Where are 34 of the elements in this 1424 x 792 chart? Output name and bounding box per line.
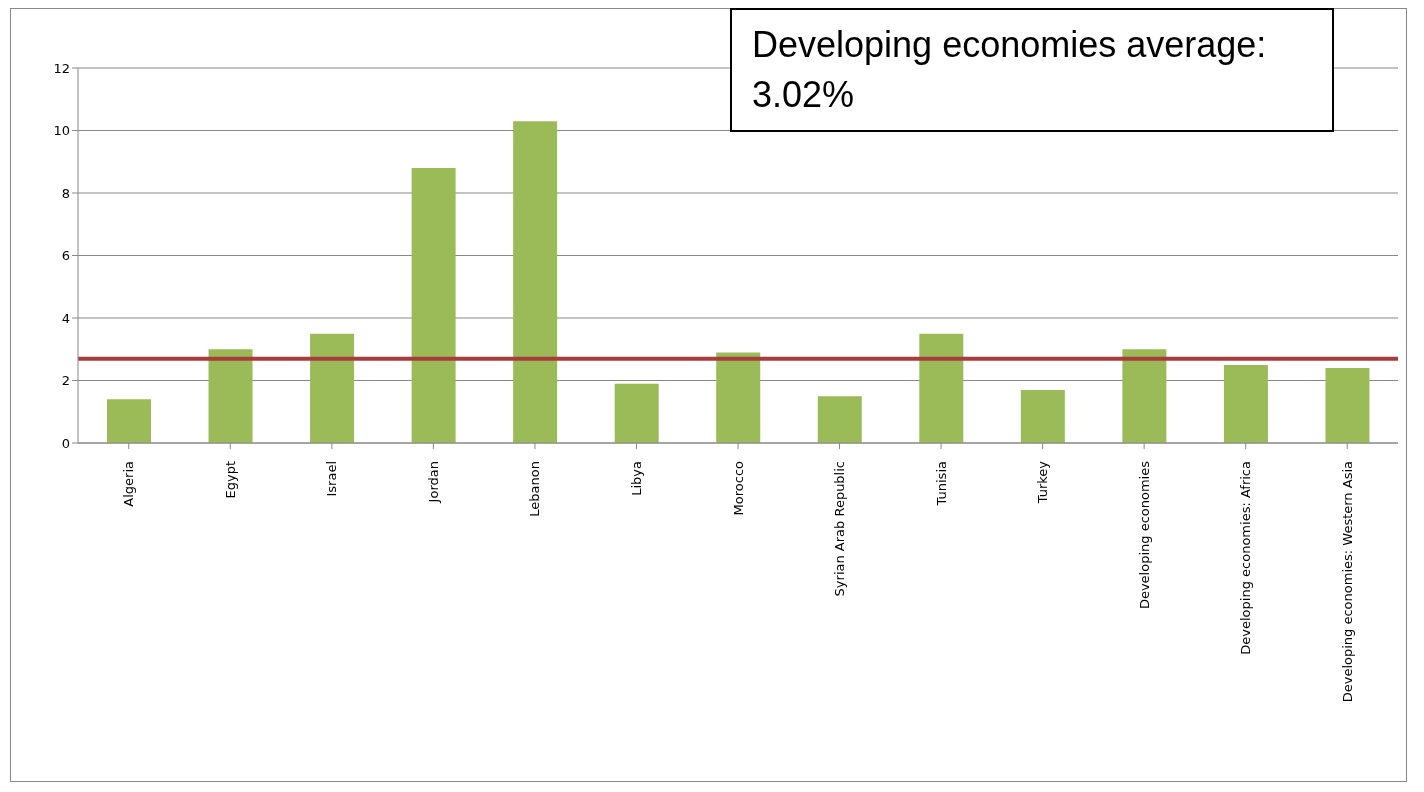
annotation: Developing economies average: 3.02% (730, 8, 1334, 132)
bar (208, 349, 253, 443)
y-tick-label: 10 (53, 123, 70, 139)
bar (716, 352, 761, 443)
bar (817, 396, 862, 443)
y-tick-label: 2 (61, 373, 70, 389)
y-tick-label: 0 (61, 435, 70, 451)
x-tick-label: Developing economies: Africa (1238, 461, 1254, 655)
bar (919, 333, 964, 443)
x-tick-label: Morocco (730, 460, 746, 516)
bar (1325, 368, 1370, 443)
x-tick-label: Algeria (121, 461, 137, 507)
bar (107, 399, 151, 443)
y-tick-label: 4 (61, 310, 70, 326)
x-tick-label: Turkey (1035, 460, 1051, 505)
x-tick-label: Tunisia (933, 461, 949, 507)
x-tick-label: Egypt (222, 461, 238, 499)
bar (411, 168, 456, 443)
bar (513, 121, 558, 443)
x-tick-label: Syrian Arab Republic (832, 461, 848, 597)
y-tick-label: 6 (61, 248, 70, 264)
x-tick-label: Lebanon (527, 461, 543, 517)
x-tick-label: Developing economies (1136, 460, 1152, 610)
bar (1223, 364, 1268, 443)
x-tick-label: Jordan (425, 461, 441, 504)
bar (1122, 349, 1167, 443)
bar (310, 333, 355, 443)
y-tick-label: 8 (61, 185, 70, 201)
bar (614, 383, 659, 443)
y-tick-label: 12 (53, 60, 70, 76)
x-tick-label: Israel (324, 461, 340, 497)
x-tick-label: Developing economies: Western Asia (1339, 461, 1355, 703)
x-tick-label: Libya (628, 461, 644, 496)
bar (1020, 389, 1065, 443)
